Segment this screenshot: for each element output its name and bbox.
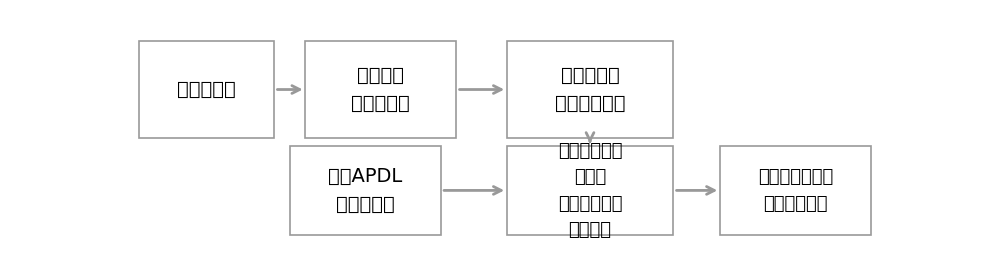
Text: 等效导热系数随
温度变化规律: 等效导热系数随 温度变化规律 xyxy=(758,168,833,213)
Bar xyxy=(290,146,441,235)
Text: 真密度测量: 真密度测量 xyxy=(177,80,236,99)
Text: 激光闪射法
导热系数测量: 激光闪射法 导热系数测量 xyxy=(555,66,625,113)
Bar xyxy=(305,41,456,138)
Bar xyxy=(507,146,673,235)
Text: 等效导热系数
孔隙率
固体导热系数
回归分析: 等效导热系数 孔隙率 固体导热系数 回归分析 xyxy=(558,142,622,239)
Bar xyxy=(507,41,673,138)
Text: 基于APDL
有限元分析: 基于APDL 有限元分析 xyxy=(328,167,402,214)
Bar xyxy=(139,41,274,138)
Text: 磨具压片
孔隙率测量: 磨具压片 孔隙率测量 xyxy=(351,66,410,113)
Bar xyxy=(720,146,871,235)
